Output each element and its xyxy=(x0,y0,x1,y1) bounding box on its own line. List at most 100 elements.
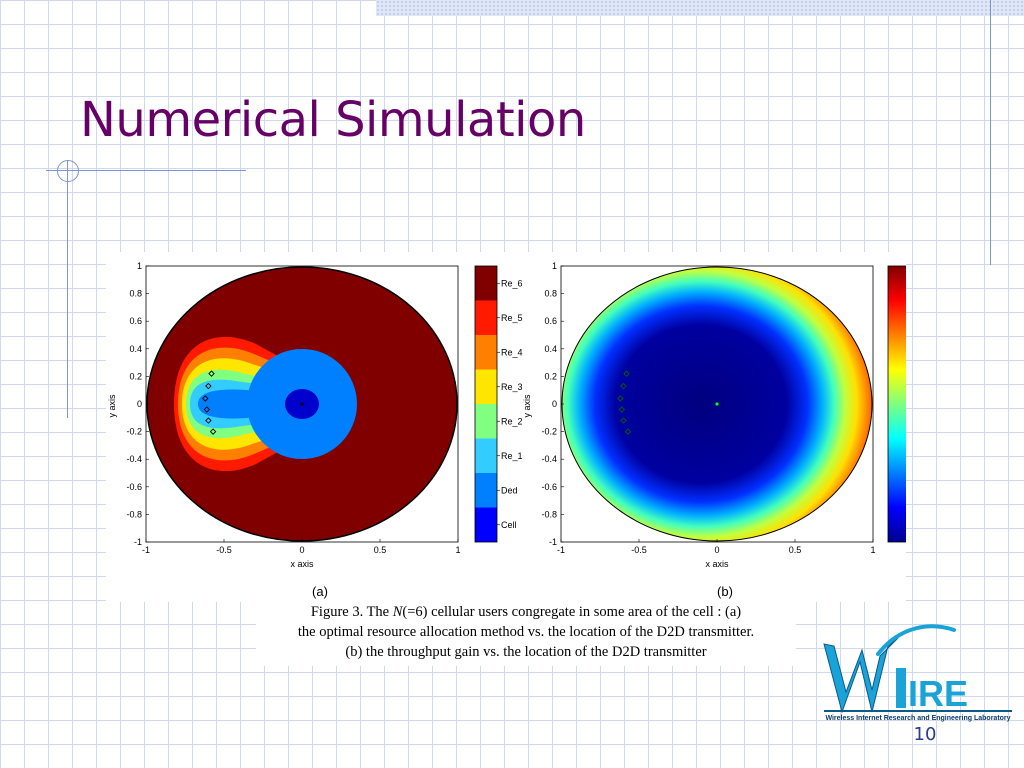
cellular-users-b xyxy=(617,370,632,435)
simulation-figure: -1 -0.5 0 0.5 1 1 0.8 0.6 0.4 0.2 0 -0.2 -0.4 -0.6 -0.… xyxy=(106,252,906,602)
colorbar-swatch xyxy=(475,369,497,404)
cellular-user-marker xyxy=(209,428,217,435)
xlabel-b: x axis xyxy=(705,559,729,569)
y-tick-label: -1 xyxy=(549,537,557,547)
y-tick-label: -0.6 xyxy=(541,482,557,492)
y-tick-label: -0.4 xyxy=(126,454,142,464)
y-tick-label: -0.8 xyxy=(541,509,557,519)
panel-label-a: (a) xyxy=(312,584,328,599)
colorbar-b-gradient xyxy=(887,265,906,543)
colorbar-swatch xyxy=(475,507,497,542)
y-tick-label: 0.8 xyxy=(129,289,142,299)
logo-i-bar xyxy=(896,668,906,708)
colorbar-label: Re_3 xyxy=(501,382,523,392)
colorbar-frame xyxy=(474,265,498,543)
base-station-a xyxy=(300,402,304,406)
decor-line-right xyxy=(990,0,991,265)
caption-line-2: the optimal resource allocation method v… xyxy=(297,624,755,640)
axis-ticks-a: -1 -0.5 0 0.5 1 1 0.8 0.6 0.4 0.2 0 -0.2 -0.4 -0.6 -0.… xyxy=(126,261,460,555)
y-tick-label: 0.6 xyxy=(544,316,557,326)
logo-w-mark xyxy=(823,637,899,714)
colorbar-swatch xyxy=(475,266,497,301)
colorbar-swatch xyxy=(475,404,497,439)
colorbar-label: Re_6 xyxy=(501,278,523,288)
x-tick-label: 0.5 xyxy=(374,545,387,555)
panel-a: -1 -0.5 0 0.5 1 1 0.8 0.6 0.4 0.2 0 -0.2 -0.4 -0.6 -0.… xyxy=(107,261,523,599)
colorbar-label: Ded xyxy=(501,485,518,495)
y-tick-label: 0.2 xyxy=(544,371,557,381)
y-tick-label: 0.4 xyxy=(129,344,142,354)
top-decor-band xyxy=(376,0,1024,16)
cellular-user-marker xyxy=(208,370,215,377)
colorbar-label: Re_5 xyxy=(501,313,523,323)
caption-line-1: Figure 3. The N(=6) cellular users congr… xyxy=(310,604,742,620)
colorbar-b: 1.451.41.351.31.251.21.151.11.051 xyxy=(887,265,906,543)
decor-line-left xyxy=(67,160,68,418)
cellular-user-marker xyxy=(620,417,627,424)
x-tick-label: -1 xyxy=(142,545,150,555)
y-tick-label: -0.2 xyxy=(541,427,557,437)
colorbar-swatch xyxy=(475,473,497,508)
x-tick-label: 0 xyxy=(299,545,304,555)
y-tick-label: -0.6 xyxy=(126,482,142,492)
slide-title: Numerical Simulation xyxy=(80,92,586,148)
base-station-b xyxy=(715,402,719,406)
colorbar-label: Re_4 xyxy=(501,347,523,357)
cellular-users-a xyxy=(202,370,217,435)
x-tick-label: -0.5 xyxy=(216,545,232,555)
y-tick-label: 1 xyxy=(137,261,142,271)
colorbar-swatch xyxy=(475,300,497,335)
colorbar-swatch xyxy=(475,335,497,370)
cellular-user-marker xyxy=(617,395,624,402)
y-tick-label: -0.8 xyxy=(126,509,142,519)
y-tick-label: 0.8 xyxy=(544,289,557,299)
caption-line-3: (b) the throughput gain vs. the location… xyxy=(345,644,707,660)
y-tick-label: 0.2 xyxy=(129,371,142,381)
cellular-user-marker xyxy=(624,428,632,435)
ylabel-a: y axis xyxy=(107,394,117,418)
cellular-user-marker xyxy=(205,417,212,424)
x-tick-label: -0.5 xyxy=(631,545,647,555)
y-tick-label: -0.4 xyxy=(541,454,557,464)
decor-line-title xyxy=(46,170,246,171)
panel-b-plot-area xyxy=(562,267,872,541)
wire-lab-logo: IRE Wireless Internet Research and Engin… xyxy=(823,624,1012,722)
cellular-user-marker xyxy=(623,370,630,377)
colorbar-label: Re_1 xyxy=(501,451,523,461)
ylabel-b: y axis xyxy=(522,394,532,418)
colorbar-label: Cell xyxy=(501,520,517,530)
y-tick-label: 0 xyxy=(137,399,142,409)
cellular-user-marker xyxy=(618,406,626,413)
cellular-user-marker xyxy=(205,382,212,390)
x-tick-label: 1 xyxy=(455,545,460,555)
cellular-user-marker xyxy=(620,382,627,390)
y-tick-label: 0.6 xyxy=(129,316,142,326)
page-number: 10 xyxy=(913,724,937,745)
panel-label-b: (b) xyxy=(717,584,733,599)
figure-caption: Figure 3. The N(=6) cellular users congr… xyxy=(256,602,796,666)
axis-ticks-b: -1 -0.5 0 0.5 1 1 0.8 0.6 0.4 0.2 0 -0.2 -0.4 -0.6 -0.… xyxy=(541,261,875,555)
x-tick-label: 1 xyxy=(870,545,875,555)
panel-b: -1 -0.5 0 0.5 1 1 0.8 0.6 0.4 0.2 0 -0.2 -0.4 -0.6 -0.… xyxy=(522,261,906,599)
xlabel-a: x axis xyxy=(290,559,314,569)
logo-tagline: Wireless Internet Research and Engineeri… xyxy=(825,715,1010,722)
cellular-user-marker xyxy=(202,395,209,402)
y-tick-label: 1 xyxy=(552,261,557,271)
logo-underline xyxy=(824,710,1012,712)
colorbar-a: Re_6 Re_5 Re_4 Re_3 Re_2 Re_1 Ded Cell xyxy=(474,265,523,543)
y-tick-label: -0.2 xyxy=(126,427,142,437)
colorbar-label: Re_2 xyxy=(501,416,523,426)
logo-swoosh xyxy=(876,624,956,656)
x-tick-label: 0.5 xyxy=(789,545,802,555)
logo-text: IRE xyxy=(908,673,968,714)
decor-circle xyxy=(57,160,79,182)
x-tick-label: 0 xyxy=(714,545,719,555)
y-tick-label: 0 xyxy=(552,399,557,409)
colorbar-swatch xyxy=(475,438,497,473)
gain-field xyxy=(562,267,872,541)
y-tick-label: 0.4 xyxy=(544,344,557,354)
panel-a-plot-area xyxy=(147,267,457,541)
y-tick-label: -1 xyxy=(134,537,142,547)
cellular-user-marker xyxy=(203,406,211,413)
x-tick-label: -1 xyxy=(557,545,565,555)
